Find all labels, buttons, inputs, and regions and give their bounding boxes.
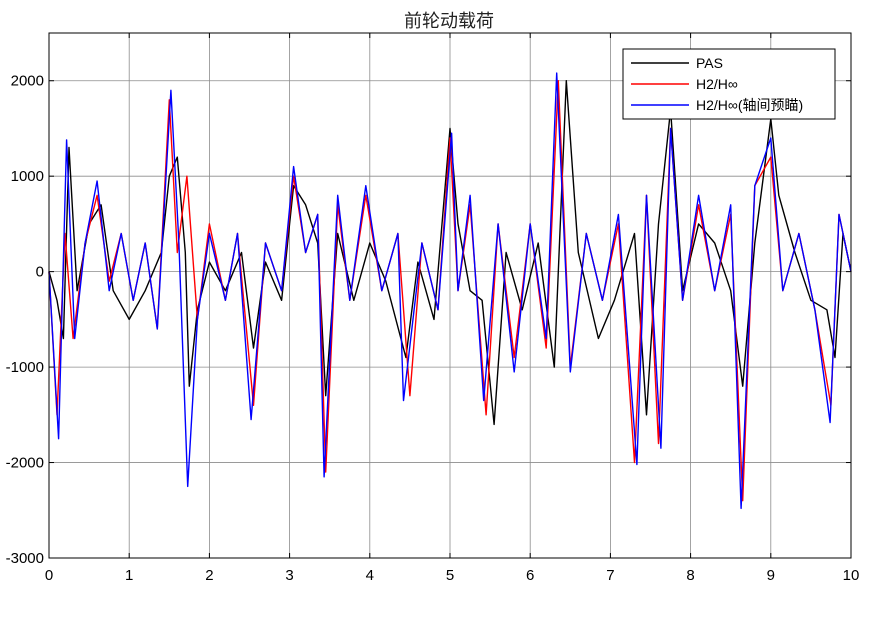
x-tick-label: 2 [205, 567, 213, 584]
x-tick-label: 10 [843, 567, 860, 584]
legend: PAS H2/H∞ H2/H∞(轴间预瞄) [622, 48, 836, 120]
x-tick-label: 4 [366, 567, 374, 584]
x-tick-label: 7 [606, 567, 614, 584]
y-tick-label: -1000 [6, 359, 44, 376]
x-tick-label: 5 [446, 567, 454, 584]
y-tick-label: 1000 [11, 168, 44, 185]
x-tick-label: 8 [686, 567, 694, 584]
legend-label-1: H2/H∞ [696, 76, 738, 92]
y-tick-label: -3000 [6, 550, 44, 567]
legend-label-0: PAS [696, 55, 723, 71]
y-tick-label: -2000 [6, 455, 44, 472]
series-line-2 [48, 72, 852, 510]
series-layer [48, 72, 852, 510]
x-tick-label: 0 [45, 567, 53, 584]
ticks: 0 1 2 3 4 5 6 7 8 9 10 -3000 -2000 -1000 0 1000 2000 [6, 33, 860, 584]
x-tick-label: 6 [526, 567, 534, 584]
y-tick-label: 0 [36, 264, 44, 281]
x-tick-label: 1 [125, 567, 133, 584]
chart-title: 前轮动载荷 [404, 11, 494, 32]
legend-label-2: H2/H∞(轴间预瞄) [696, 97, 803, 113]
series-line-0 [48, 79, 852, 426]
x-tick-label: 3 [285, 567, 293, 584]
y-tick-label: 2000 [11, 73, 44, 90]
x-tick-label: 9 [767, 567, 775, 584]
